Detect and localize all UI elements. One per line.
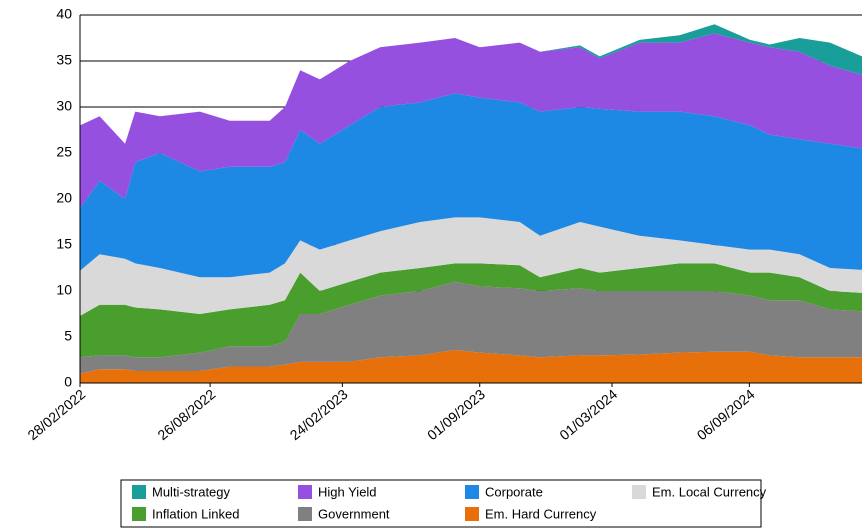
legend-swatch <box>465 485 479 499</box>
legend-label: High Yield <box>318 484 377 499</box>
y-tick-label: 0 <box>64 374 72 390</box>
areas <box>80 24 862 383</box>
x-tick-label: 26/08/2022 <box>154 386 218 443</box>
y-tick-label: 40 <box>56 6 72 22</box>
legend-swatch <box>132 485 146 499</box>
y-tick-label: 20 <box>56 190 72 206</box>
y-tick-label: 25 <box>56 144 72 160</box>
x-tick-label: 06/09/2024 <box>694 386 758 443</box>
legend-swatch <box>132 507 146 521</box>
legend-label: Government <box>318 506 390 521</box>
legend-swatch <box>298 485 312 499</box>
x-tick-label: 01/09/2023 <box>424 386 488 443</box>
area <box>80 263 862 358</box>
legend-swatch <box>465 507 479 521</box>
area <box>80 281 862 374</box>
area <box>80 217 862 316</box>
legend-label: Multi-strategy <box>152 484 231 499</box>
area <box>80 33 862 209</box>
y-tick-label: 10 <box>56 282 72 298</box>
legend-box <box>120 479 762 528</box>
x-tick-label: 28/02/2022 <box>24 386 88 443</box>
area <box>80 349 862 383</box>
area <box>80 93 862 278</box>
legend-label: Corporate <box>485 484 543 499</box>
legend: Multi-strategy High Yield Corporate Em. Loc… <box>132 484 767 521</box>
x-tick-label: 01/03/2024 <box>556 386 620 443</box>
legend-swatch <box>632 485 646 499</box>
legend-label: Em. Local Currency <box>652 484 767 499</box>
x-tick-label: 24/02/2023 <box>287 386 351 443</box>
legend-swatch <box>298 507 312 521</box>
y-tick-label: 30 <box>56 98 72 114</box>
y-tick-label: 5 <box>64 328 72 344</box>
y-tick-label: 35 <box>56 52 72 68</box>
legend-label: Inflation Linked <box>152 506 239 521</box>
y-tick-label: 15 <box>56 236 72 252</box>
legend-label: Em. Hard Currency <box>485 506 597 521</box>
